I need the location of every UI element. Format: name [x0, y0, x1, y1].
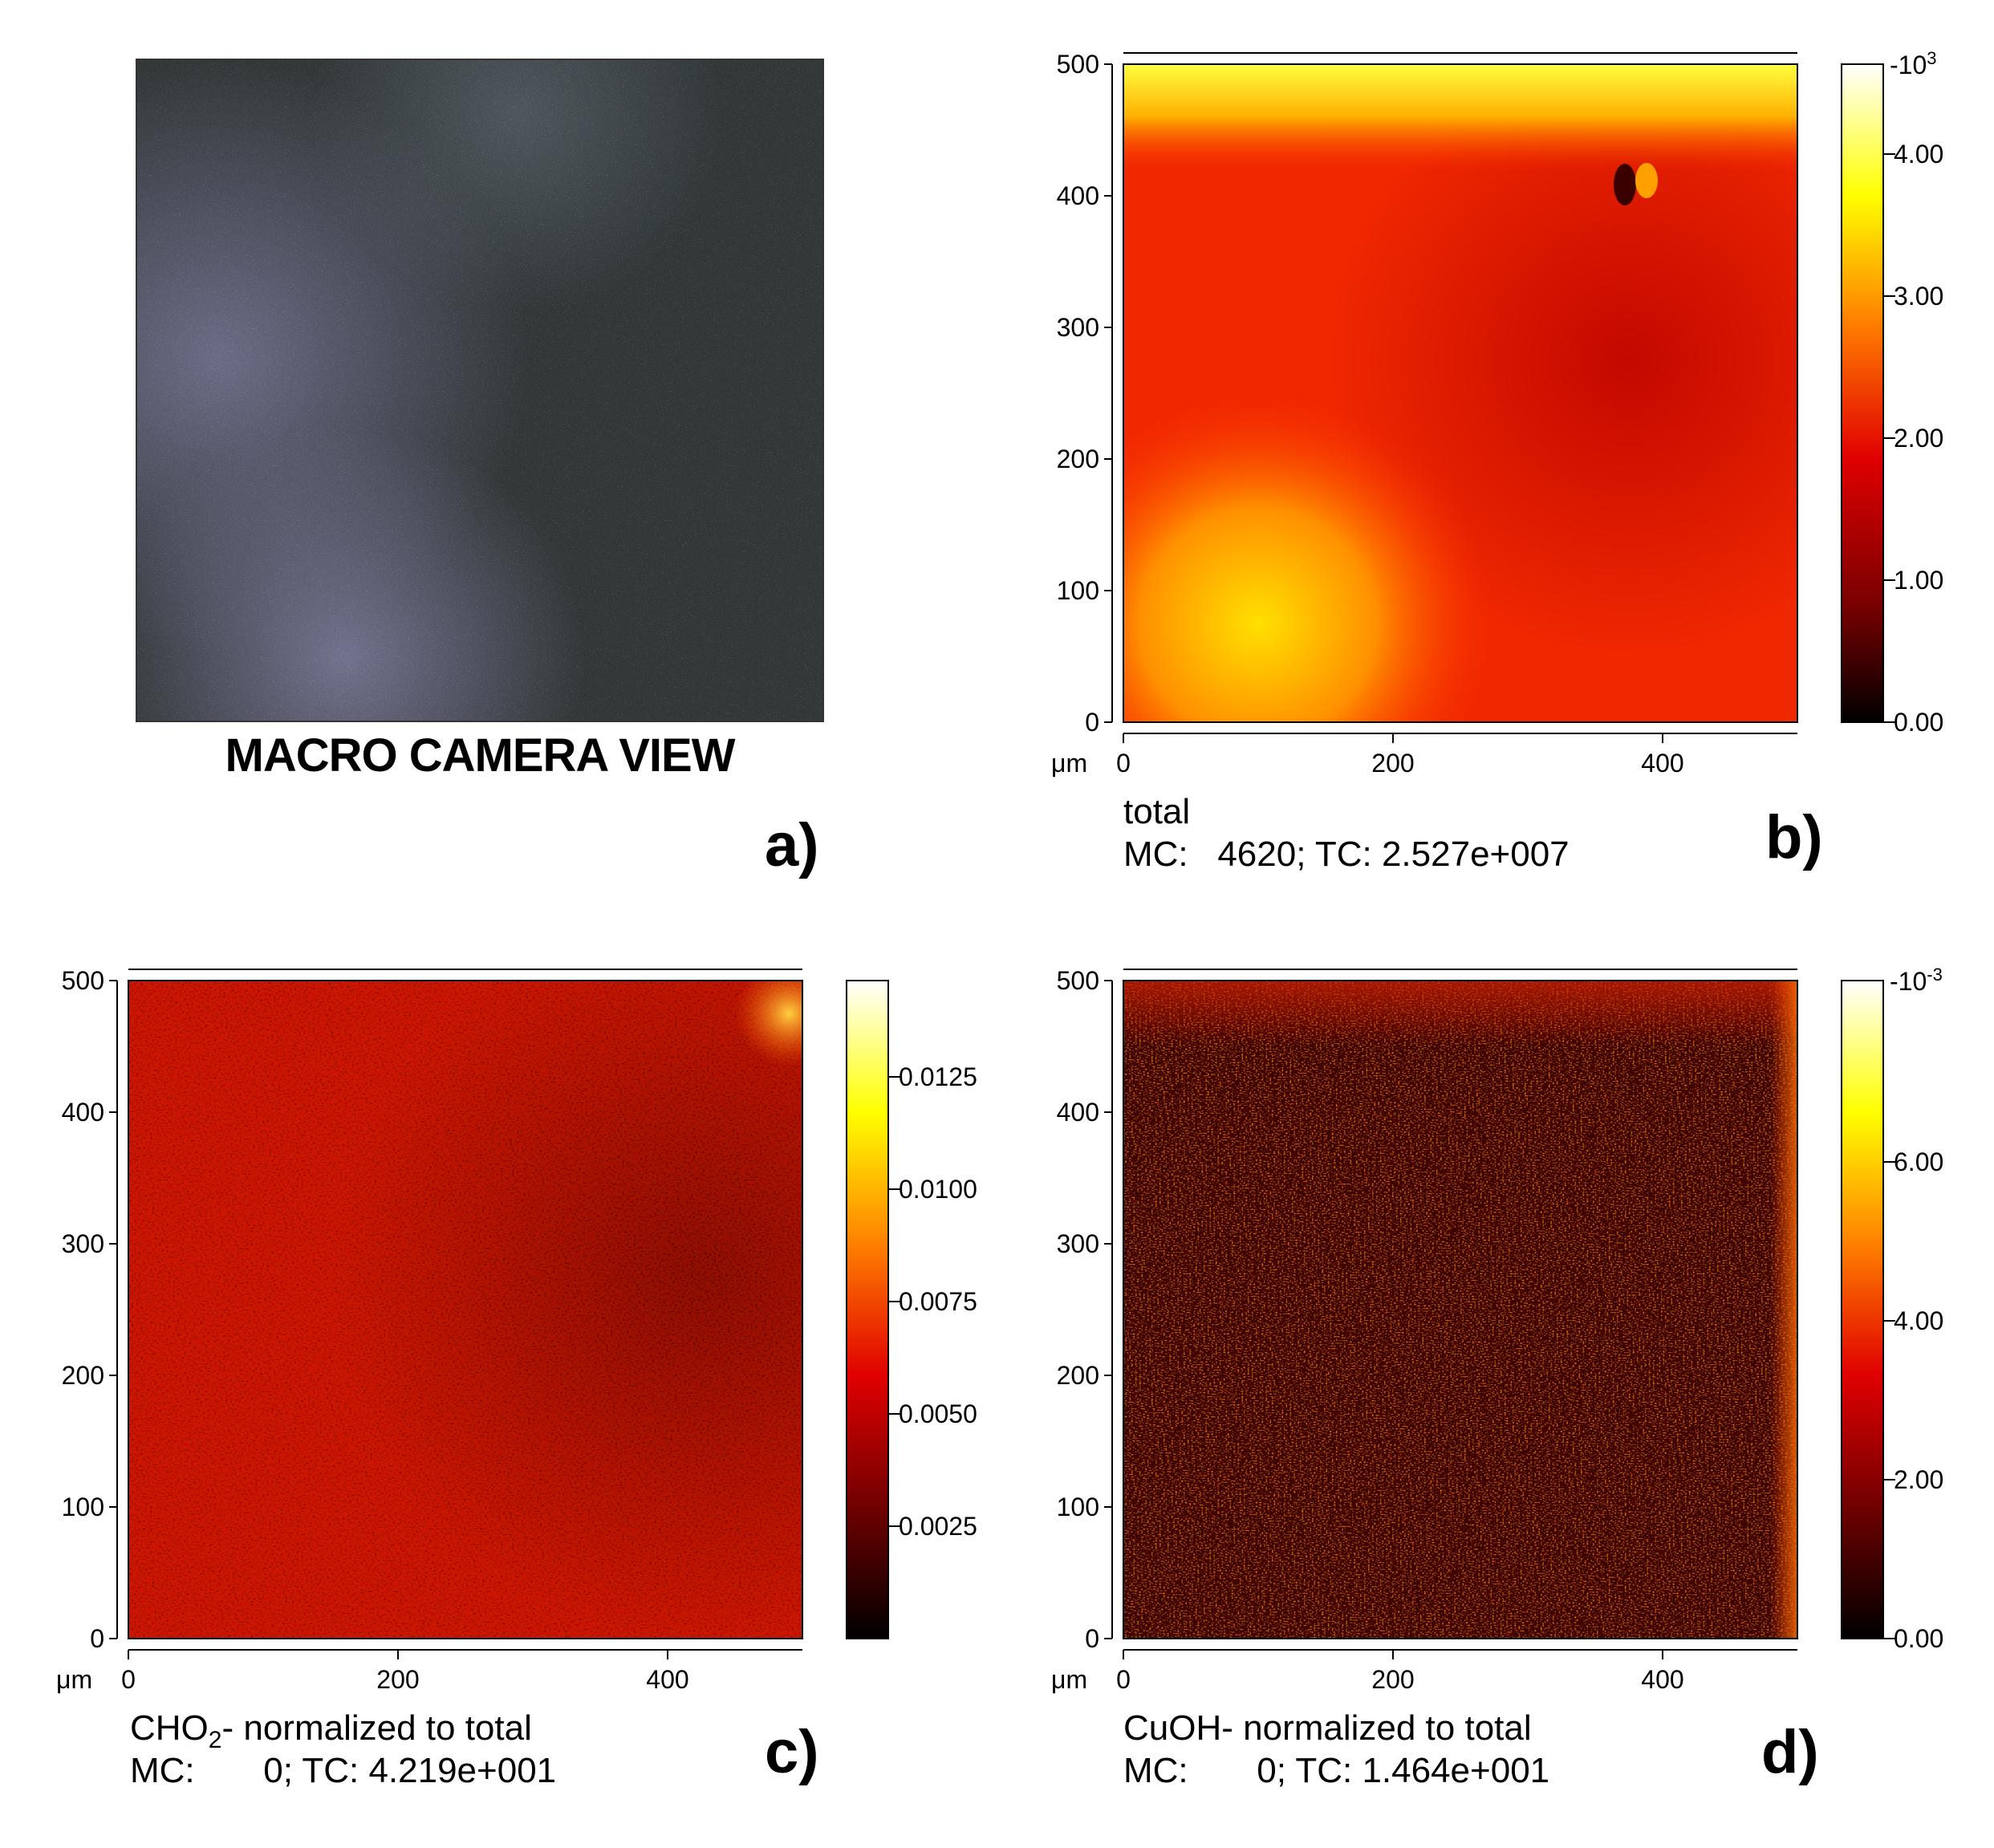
panel-d-letter: d) [1761, 1718, 1819, 1786]
panel-d-heatmap [1123, 981, 1797, 1639]
panel-b-cb-tick-2: 2.00 [1894, 424, 1943, 453]
panel-b-y-tick-300: 300 [1057, 313, 1099, 342]
panel-c-colorbar-ticks: 0.0025 0.0050 0.0075 0.0100 0.0125 [888, 1062, 977, 1541]
panel-b-cb-tick-3: 3.00 [1894, 282, 1943, 311]
panel-d-title: CuOH- normalized to total [1123, 1708, 1532, 1748]
panel-c-stats: MC: 0; TC: 4.219e+001 [130, 1751, 557, 1790]
panel-d-unit-label: μm [1051, 1665, 1087, 1694]
panel-d-cb-tick-0: 0.00 [1894, 1624, 1943, 1653]
panel-d-cb-tick-2: 4.00 [1894, 1306, 1943, 1335]
panel-b-y-tick-500: 500 [1057, 50, 1099, 79]
panel-c-cb-tick-4: 0.0125 [899, 1062, 977, 1091]
panel-d-y-ticks: 0 100 200 300 400 500 [1057, 966, 1112, 1653]
panel-b-y-tick-400: 400 [1057, 181, 1099, 210]
panel-c-colorbar [846, 980, 889, 1639]
panel-b-y-tick-100: 100 [1057, 576, 1099, 605]
panel-b-x-tick-0: 0 [1116, 749, 1131, 778]
panel-b-cb-exponent: -103 [1890, 48, 1937, 79]
panel-c-y-ticks: 0 100 200 300 400 500 [62, 966, 117, 1653]
panel-d-y-tick-400: 400 [1057, 1098, 1099, 1127]
panel-b-letter: b) [1765, 803, 1823, 871]
panel-c-x-ticks: μm 0 200 400 [56, 1650, 689, 1694]
panel-d-stats: MC: 0; TC: 1.464e+001 [1123, 1751, 1550, 1790]
panel-b-y-tick-0: 0 [1085, 708, 1099, 737]
panel-d-cb-tick-3: 6.00 [1894, 1147, 1943, 1176]
panel-d-x-tick-400: 400 [1641, 1665, 1683, 1694]
panel-d-y-tick-100: 100 [1057, 1493, 1099, 1521]
panel-c-letter: c) [765, 1718, 819, 1786]
panel-b-map: 0 100 200 300 400 500 μm 0 200 400 0.00 … [1051, 48, 1943, 778]
panel-c-x-tick-0: 0 [121, 1665, 136, 1694]
panel-b-stats: MC: 4620; TC: 2.527e+007 [1123, 835, 1570, 874]
panel-d-cb-tick-1: 2.00 [1894, 1465, 1943, 1494]
panel-b-colorbar [1841, 63, 1884, 723]
panel-c-title: CHO2- normalized to total [130, 1708, 532, 1753]
panel-b-x-tick-200: 200 [1371, 749, 1414, 778]
panel-b-y-tick-200: 200 [1057, 445, 1099, 473]
panel-c-y-tick-100: 100 [62, 1493, 104, 1521]
panel-d-y-tick-500: 500 [1057, 966, 1099, 995]
panel-b-unit-label: μm [1051, 749, 1087, 778]
panel-d-y-tick-0: 0 [1085, 1624, 1099, 1653]
panel-b-colorbar-ticks: 0.00 1.00 2.00 3.00 4.00 -103 [1883, 48, 1943, 737]
panel-c-cb-tick-1: 0.0050 [899, 1399, 977, 1428]
panel-c-y-tick-200: 200 [62, 1361, 104, 1390]
panel-d-x-tick-200: 200 [1371, 1665, 1414, 1694]
panel-b-title: total [1123, 792, 1191, 831]
panel-d-colorbar [1841, 980, 1884, 1639]
panel-c-cb-tick-0: 0.0025 [899, 1512, 977, 1541]
panel-b-cb-tick-1: 1.00 [1894, 566, 1943, 595]
panel-c-heatmap [128, 981, 802, 1639]
panel-d-colorbar-ticks: 0.00 2.00 4.00 6.00 -10-3 [1883, 965, 1943, 1653]
panel-d-y-tick-300: 300 [1057, 1229, 1099, 1258]
panel-b-x-ticks: μm 0 200 400 [1051, 733, 1684, 778]
panel-b-cb-tick-0: 0.00 [1894, 708, 1943, 737]
macro-camera-caption: MACRO CAMERA VIEW [225, 729, 736, 782]
panel-c-x-tick-200: 200 [376, 1665, 419, 1694]
macro-camera-photo-texture [137, 60, 822, 721]
panel-d-cb-exponent: -10-3 [1890, 965, 1943, 996]
panel-c-cb-tick-3: 0.0100 [899, 1175, 977, 1204]
panel-c-y-tick-300: 300 [62, 1229, 104, 1258]
panel-d-map: 0 100 200 300 400 500 μm 0 200 400 0.00 … [1051, 965, 1943, 1694]
panel-b-y-ticks: 0 100 200 300 400 500 [1057, 50, 1112, 737]
panel-c-y-tick-0: 0 [90, 1624, 104, 1653]
panel-d-x-tick-0: 0 [1116, 1665, 1131, 1694]
panel-a-letter: a) [765, 811, 819, 879]
panel-c-cb-tick-2: 0.0075 [899, 1287, 977, 1316]
panel-c-x-tick-400: 400 [646, 1665, 688, 1694]
panel-c-y-tick-400: 400 [62, 1098, 104, 1127]
panel-d-x-ticks: μm 0 200 400 [1051, 1650, 1684, 1694]
panel-b-cb-tick-4: 4.00 [1894, 140, 1943, 169]
panel-d-y-tick-200: 200 [1057, 1361, 1099, 1390]
panel-c-map: 0 100 200 300 400 500 μm 0 200 400 0.002… [56, 966, 977, 1694]
panel-c-unit-label: μm [56, 1665, 92, 1694]
macro-camera-image [136, 59, 824, 722]
panel-b-x-tick-400: 400 [1641, 749, 1683, 778]
panel-c-y-tick-500: 500 [62, 966, 104, 995]
